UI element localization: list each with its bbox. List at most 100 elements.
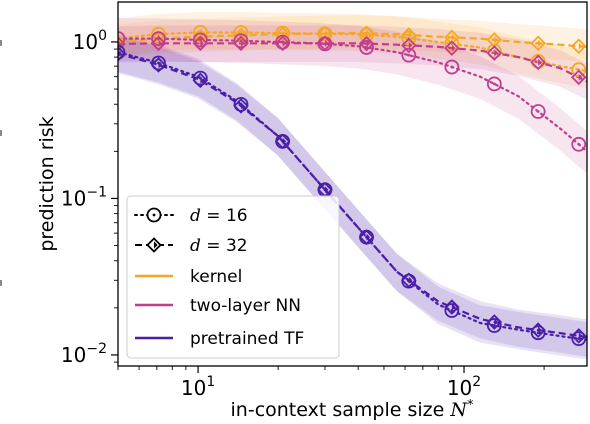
pretrained-tf-d32-marker (530, 322, 546, 338)
pretrained-tf-d32-marker-fill (240, 102, 245, 110)
pretrained-tf-d32-marker (358, 229, 375, 245)
legend-label-var: d (190, 236, 201, 256)
y-tick-label: 100 (73, 28, 107, 54)
y-tick-label-base: 10 (73, 30, 98, 54)
pretrained-tf-d16-marker (571, 331, 587, 347)
pretrained-tf-d32-marker-fill (451, 303, 456, 311)
kernel-d32-marker (570, 38, 587, 54)
pretrained-tf-d32-marker-fill (158, 61, 163, 69)
legend: d = 16 d = 32 kernel two-layer NN pretrained… (126, 195, 340, 359)
kernel-d32-marker (118, 34, 126, 50)
pretrained-tf-d32-marker (118, 46, 126, 62)
two-layer-nn-d32-marker-fill (366, 40, 371, 48)
pretrained-tf-d16-marker (233, 96, 249, 112)
two-layer-nn-d32-marker-fill (538, 58, 542, 66)
two-layer-nn-d16-marker (530, 104, 546, 119)
two-layer-nn-d32-marker-fill (158, 39, 163, 47)
two-layer-nn-d16-marker-center (407, 53, 411, 57)
pretrained-tf-d32-marker (444, 299, 460, 315)
kernel-d32-marker-fill (366, 29, 371, 37)
pretrained-tf-d16-marker (192, 70, 208, 86)
y-tick-label-base: 10 (61, 343, 86, 367)
x-tick-label: 102 (447, 374, 481, 400)
kernel-d32-marker (444, 29, 460, 46)
pretrained-tf-d32-marker-fill (282, 137, 287, 145)
two-layer-nn-d16-marker-center (577, 142, 581, 146)
two-layer-nn-d32-marker (118, 36, 126, 52)
two-layer-nn-d16-marker (444, 59, 460, 75)
kernel-d32-marker-fill (578, 42, 583, 50)
legend-label-value: = 16 (201, 206, 248, 226)
x-tick-label-base: 10 (447, 376, 472, 400)
pretrained-tf-d32-marker-fill (324, 186, 329, 194)
two-layer-nn-d32-marker-fill (494, 49, 498, 57)
pretrained-tf-d32-marker (192, 72, 209, 89)
two-layer-nn-d16-marker-center (450, 65, 454, 69)
x-tick-label: 101 (181, 374, 215, 400)
x-axis-ticks: 101 102 (117, 366, 545, 400)
two-layer-nn-d32-marker (274, 35, 291, 52)
y-tick-label-exp: 0 (98, 28, 107, 44)
legend-circle-marker-center (152, 213, 156, 217)
two-layer-nn-d32-marker-fill (324, 39, 329, 47)
legend-label: pretrained TF (190, 329, 304, 349)
pretrained-tf-d32-marker (401, 272, 417, 288)
y-axis-label: prediction risk (36, 116, 58, 251)
pretrained-tf-d32-marker (274, 133, 291, 150)
legend-label: d = 32 (190, 236, 248, 256)
kernel-d32-marker-fill (324, 29, 329, 38)
two-layer-nn-d32-line (118, 42, 587, 83)
pretrained-tf-d16-marker (151, 55, 166, 71)
kernel-d32-marker (530, 35, 546, 52)
edge-mark (0, 130, 2, 136)
two-layer-nn-d32-marker-fill (200, 39, 204, 47)
legend-box (126, 195, 340, 359)
pretrained-tf-d32-line (118, 52, 587, 339)
kernel-d32-marker-fill (494, 36, 498, 44)
two-layer-nn-d16-marker (571, 136, 587, 152)
two-layer-nn-d32-marker-fill (578, 73, 583, 81)
two-layer-nn-d16-band (118, 18, 587, 174)
two-layer-nn-d32-marker (150, 35, 167, 52)
pretrained-tf-d32-marker-fill (538, 326, 542, 334)
pretrained-tf-d32-marker (233, 98, 249, 114)
kernel-d32-marker-fill (451, 33, 456, 41)
pretrained-tf-d16-marker (530, 325, 546, 341)
x-axis-label-var: N (449, 399, 468, 421)
kernel-d32-marker (358, 25, 375, 42)
two-layer-nn-d32-marker-fill (408, 41, 413, 49)
y-tick-label: 10−1 (61, 184, 107, 210)
kernel-d16-marker (233, 25, 249, 40)
kernel-d32-marker-fill (408, 31, 413, 39)
two-layer-nn-d32-marker (233, 35, 249, 52)
kernel-d32-line (118, 31, 587, 48)
two-layer-nn-d32-marker (486, 45, 503, 61)
legend-label-var: d (190, 206, 201, 226)
two-layer-nn-d32-marker (192, 35, 209, 52)
two-layer-nn-d16-marker-center (536, 110, 540, 113)
kernel-d32-marker (401, 27, 417, 43)
edge-mark (0, 280, 2, 286)
y-tick-label-exp: −2 (86, 341, 107, 357)
two-layer-nn-d32-marker (317, 35, 333, 52)
kernel-d16-marker (486, 43, 502, 59)
pretrained-tf-d32-marker-fill (494, 318, 498, 326)
y-tick-label-base: 10 (61, 186, 86, 210)
two-layer-nn-d16-marker (233, 33, 249, 49)
pretrained-tf-d16-marker (118, 44, 126, 60)
two-layer-nn-d32-marker-fill (240, 39, 245, 47)
plot-area-frame (117, 1, 588, 367)
pretrained-tf-d32-marker-fill (200, 76, 204, 84)
x-tick-label-exp: 1 (206, 374, 215, 390)
x-axis-label: in-context sample size N* (231, 398, 474, 421)
two-layer-nn-d32-marker (444, 40, 460, 56)
y-tick-label-exp: −1 (86, 184, 107, 200)
two-layer-nn-d32-marker-fill (451, 44, 456, 52)
legend-label: kernel (190, 267, 242, 287)
legend-label: two-layer NN (190, 296, 301, 316)
two-layer-nn-d16-marker (118, 31, 126, 47)
x-tick-label-base: 10 (181, 376, 206, 400)
pretrained-tf-d32-marker-fill (366, 233, 371, 241)
